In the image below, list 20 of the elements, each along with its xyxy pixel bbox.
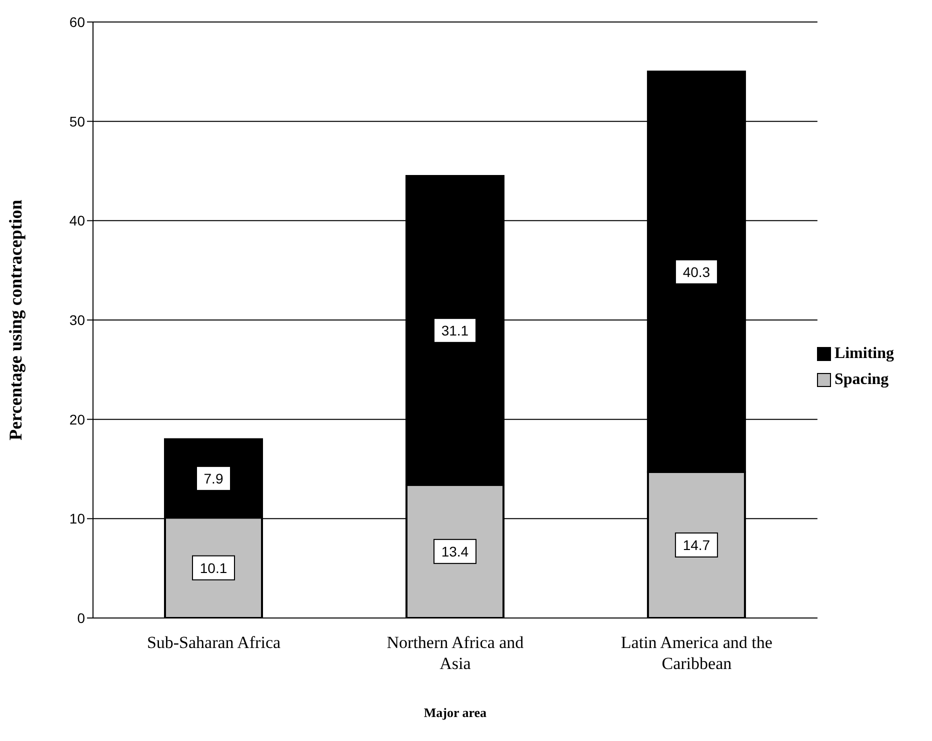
legend-label: Limiting — [834, 344, 894, 362]
y-tick-label: 10 — [69, 510, 86, 527]
data-label: 10.1 — [200, 560, 228, 576]
x-tick-label: Northern Africa and Asia — [386, 633, 524, 673]
y-axis-title: Percentage using contraception — [5, 200, 26, 440]
data-label: 13.4 — [441, 543, 469, 560]
y-tick-label: 0 — [77, 610, 86, 626]
y-tick-label: 40 — [69, 212, 86, 229]
y-tick-label: 30 — [69, 312, 86, 328]
y-tick-label: 60 — [69, 14, 86, 30]
x-axis-title: Major area — [424, 705, 488, 720]
data-label: 40.3 — [682, 264, 710, 280]
y-tick-label: 20 — [69, 411, 86, 428]
data-label: 14.7 — [682, 536, 710, 553]
x-tick-label: Sub-Saharan Africa — [146, 633, 281, 652]
legend-label: Spacing — [834, 370, 889, 388]
x-tick-label: Latin America and the Caribbean — [620, 633, 772, 673]
data-label: 7.9 — [204, 470, 224, 486]
y-tick-label: 50 — [69, 113, 86, 130]
data-label: 31.1 — [441, 322, 469, 338]
